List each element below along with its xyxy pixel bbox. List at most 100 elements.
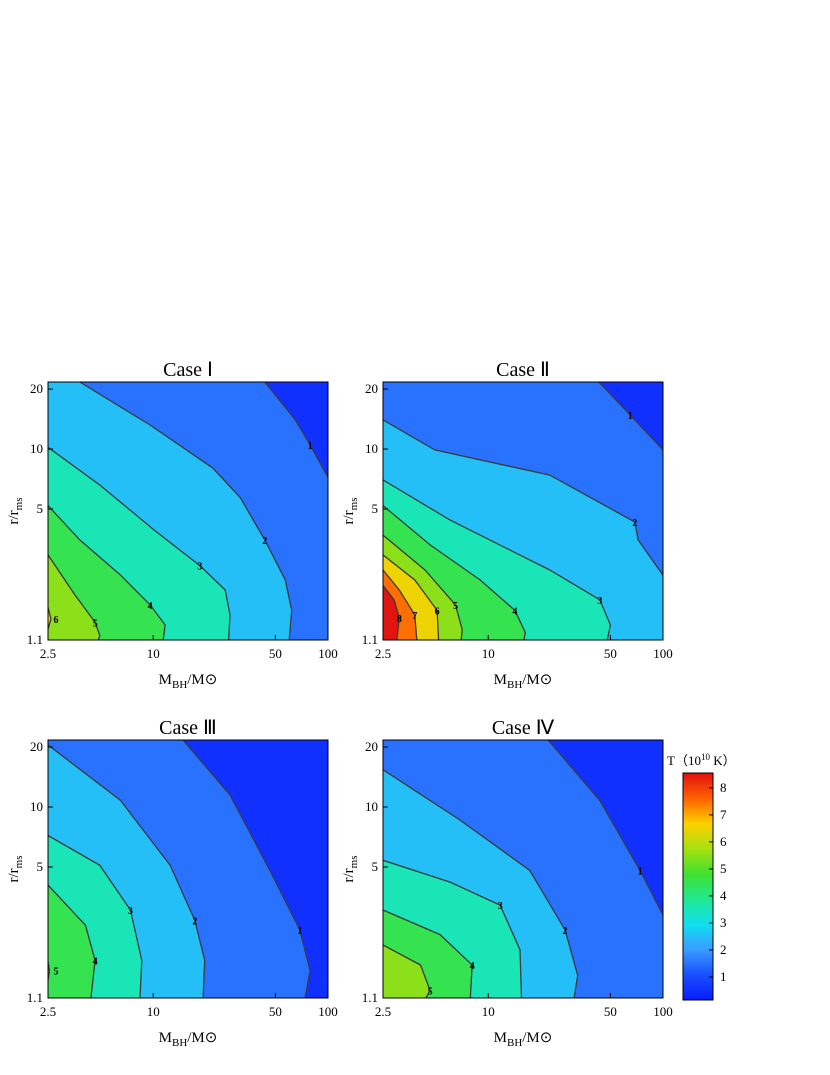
x-tick-label: 50	[604, 1004, 617, 1019]
y-tick-label: 5	[372, 859, 379, 874]
contour-label: 3	[498, 901, 503, 912]
contour-line	[383, 554, 440, 640]
colorbar-tick-label: 7	[720, 807, 727, 822]
contour-label: 1	[628, 411, 633, 422]
contour-line	[264, 382, 328, 478]
x-tick-label: 10	[482, 1004, 495, 1019]
contour-label: 1	[638, 867, 643, 878]
contour-label: 3	[197, 562, 202, 573]
x-tick-label: 100	[653, 1004, 673, 1019]
y-label-main: r/r	[6, 868, 22, 882]
contour-label: 4	[512, 606, 517, 617]
x-axis-label: MBH/M⊙	[494, 672, 553, 691]
y-axis-label: r/rms	[6, 855, 25, 882]
x-tick-label: 10	[147, 1004, 160, 1019]
plot-area	[383, 382, 663, 640]
contour-label: 4	[93, 956, 98, 967]
x-label-main: M	[494, 1030, 507, 1046]
y-label-sub: ms	[13, 497, 25, 510]
x-label-sub: BH	[507, 1037, 522, 1049]
plot-area	[48, 382, 328, 640]
contour-label: 8	[397, 614, 402, 625]
contour-line	[383, 569, 418, 640]
x-axis-label: MBH/M⊙	[159, 1030, 218, 1049]
x-axis-label: MBH/M⊙	[159, 672, 218, 691]
colorbar-title-main: T（10	[667, 753, 701, 768]
x-label-sub: BH	[172, 679, 187, 691]
contour-label: 5	[54, 967, 59, 978]
contour-line	[598, 382, 663, 451]
contour-label: 2	[632, 518, 637, 529]
contour-label: 2	[262, 536, 267, 547]
y-label-sub: ms	[348, 497, 360, 510]
contour-fill	[383, 945, 431, 998]
colorbar	[682, 772, 714, 1001]
x-tick-label: 100	[318, 646, 338, 661]
x-label-sub: BH	[507, 679, 522, 691]
colorbar-tick-label: 2	[720, 942, 727, 957]
plot-frame	[382, 381, 664, 641]
contour-line	[48, 744, 206, 998]
x-label-end: /M⊙	[187, 1030, 217, 1046]
colorbar-tick-label: 4	[720, 888, 727, 903]
x-tick-label: 2.5	[40, 646, 56, 661]
contour-line	[182, 740, 311, 998]
contour-line	[383, 479, 612, 640]
colorbar-title: T（1010 K）	[667, 752, 736, 768]
contour-line	[547, 740, 663, 916]
y-tick-label: 20	[30, 739, 43, 754]
panel-title: Case Ⅰ	[163, 359, 213, 381]
y-label-sub: ms	[348, 855, 360, 868]
x-tick-label: 50	[269, 1004, 282, 1019]
contour-fill	[48, 885, 96, 998]
contour-line	[48, 554, 101, 640]
x-tick-label: 2.5	[375, 1004, 391, 1019]
y-tick-label: 5	[372, 501, 379, 516]
colorbar-tick-label: 1	[720, 969, 727, 984]
y-label-main: r/r	[341, 868, 357, 882]
contour-label: 3	[128, 906, 133, 917]
contour-label: 3	[597, 596, 602, 607]
x-label-main: M	[494, 672, 507, 688]
contour-label: 5	[428, 986, 433, 997]
y-tick-label: 5	[37, 859, 44, 874]
plot-area	[383, 740, 663, 998]
x-label-sub: BH	[172, 1037, 187, 1049]
x-tick-label: 50	[604, 646, 617, 661]
x-label-end: /M⊙	[522, 1030, 552, 1046]
x-tick-label: 2.5	[40, 1004, 56, 1019]
contour-line	[383, 584, 400, 640]
colorbar-tick-label: 8	[720, 780, 727, 795]
contour-line	[48, 884, 96, 998]
x-tick-label: 100	[653, 646, 673, 661]
colorbar-title-end: K）	[710, 753, 736, 768]
contour-fill	[48, 554, 100, 640]
y-label-main: r/r	[341, 510, 357, 524]
y-tick-label: 1.1	[27, 632, 43, 647]
plot-area	[48, 740, 328, 998]
y-axis-label: r/rms	[6, 497, 25, 524]
contour-label: 5	[93, 618, 98, 629]
x-tick-label: 2.5	[375, 646, 391, 661]
x-label-main: M	[159, 672, 172, 688]
colorbar-tick-label: 5	[720, 861, 727, 876]
contour-label: 4	[148, 601, 153, 612]
contour-label: 5	[453, 601, 458, 612]
x-label-end: /M⊙	[187, 672, 217, 688]
contour-line	[48, 446, 231, 640]
y-tick-label: 1.1	[362, 632, 378, 647]
contour-line	[48, 505, 166, 640]
y-label-sub: ms	[13, 855, 25, 868]
y-tick-label: 20	[365, 739, 378, 754]
contour-line	[48, 607, 52, 630]
y-label-main: r/r	[6, 510, 22, 524]
y-tick-label: 20	[30, 381, 43, 396]
panel-title: Case Ⅲ	[159, 717, 217, 739]
plot-frame	[47, 739, 329, 999]
colorbar-tick-label: 6	[720, 834, 727, 849]
contour-line	[383, 505, 526, 640]
contour-line	[79, 382, 293, 640]
contour-label: 4	[470, 961, 475, 972]
x-label-end: /M⊙	[522, 672, 552, 688]
